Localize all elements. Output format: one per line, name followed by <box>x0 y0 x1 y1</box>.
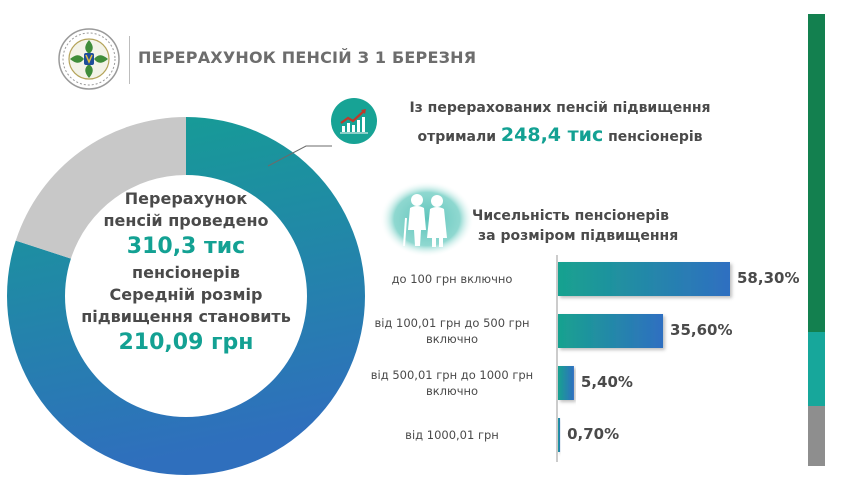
donut-line3: пенсіонерів <box>132 263 240 282</box>
trend-up-icon <box>331 98 377 144</box>
bar-3 <box>558 418 561 452</box>
bar-1 <box>558 314 664 348</box>
bar-2 <box>558 366 574 400</box>
donut-slice-main <box>7 117 365 475</box>
info-line1: Із перерахованих пенсій підвищення <box>409 100 711 116</box>
bar-category-0: до 100 грн включно <box>357 271 547 287</box>
donut-line2: пенсій проведено <box>103 211 269 230</box>
bar-category-2-line-0: від 500,01 грн до 1000 грн <box>370 368 534 382</box>
donut-line5: підвищення становить <box>81 307 291 326</box>
donut-line1: Перерахунок <box>124 189 248 208</box>
donut-average: 210,09 грн <box>118 330 254 355</box>
bar-category-1-line-0: від 100,01 грн до 500 грн <box>374 316 530 330</box>
donut-amount: 310,3 тис <box>126 234 246 259</box>
side-bar-teal <box>808 332 825 406</box>
donut-center-text: Перерахунок пенсій проведено 310,3 тис п… <box>60 188 312 358</box>
info-line2: отримали 248,4 тис пенсіонерів <box>380 124 740 146</box>
bar-value-3: 0,70% <box>567 425 620 443</box>
header-divider <box>129 36 130 84</box>
side-color-bar <box>808 14 825 466</box>
bar-category-2: від 500,01 грн до 1000 грн включно <box>357 367 547 399</box>
donut-slice-rest <box>15 117 187 259</box>
bar-category-3-line-0: від 1000,01 грн <box>405 428 499 442</box>
page-title: ПЕРЕРАХУНОК ПЕНСІЙ З 1 БЕРЕЗНЯ <box>138 48 477 67</box>
bar-value-1: 35,60% <box>670 321 733 339</box>
bar-category-0-line-0: до 100 грн включно <box>391 272 513 286</box>
bar-value-2: 5,40% <box>580 373 633 391</box>
info-line2-value: 248,4 тис <box>500 124 604 146</box>
seniors-icon <box>380 181 474 257</box>
info-line2-post: пенсіонерів <box>608 129 703 145</box>
side-bar-green <box>808 14 825 332</box>
info-line2-pre: отримали <box>417 129 497 145</box>
donut-line4: Середній розмір <box>109 285 263 304</box>
bar-category-1-line-1: включно <box>425 332 479 346</box>
bar-category-2-line-1: включно <box>425 384 479 398</box>
bar-0 <box>558 262 730 296</box>
bar-category-1: від 100,01 грн до 500 грн включно <box>357 315 547 347</box>
distribution-title-line2: за розміром підвищення <box>478 228 679 244</box>
bar-value-0: 58,30% <box>737 269 800 287</box>
side-bar-grey <box>808 406 825 466</box>
distribution-title-line1: Чисельність пенсіонерів <box>472 208 670 224</box>
emblem-icon <box>58 28 120 90</box>
bar-category-3: від 1000,01 грн <box>357 427 547 443</box>
bars-group <box>558 262 730 452</box>
